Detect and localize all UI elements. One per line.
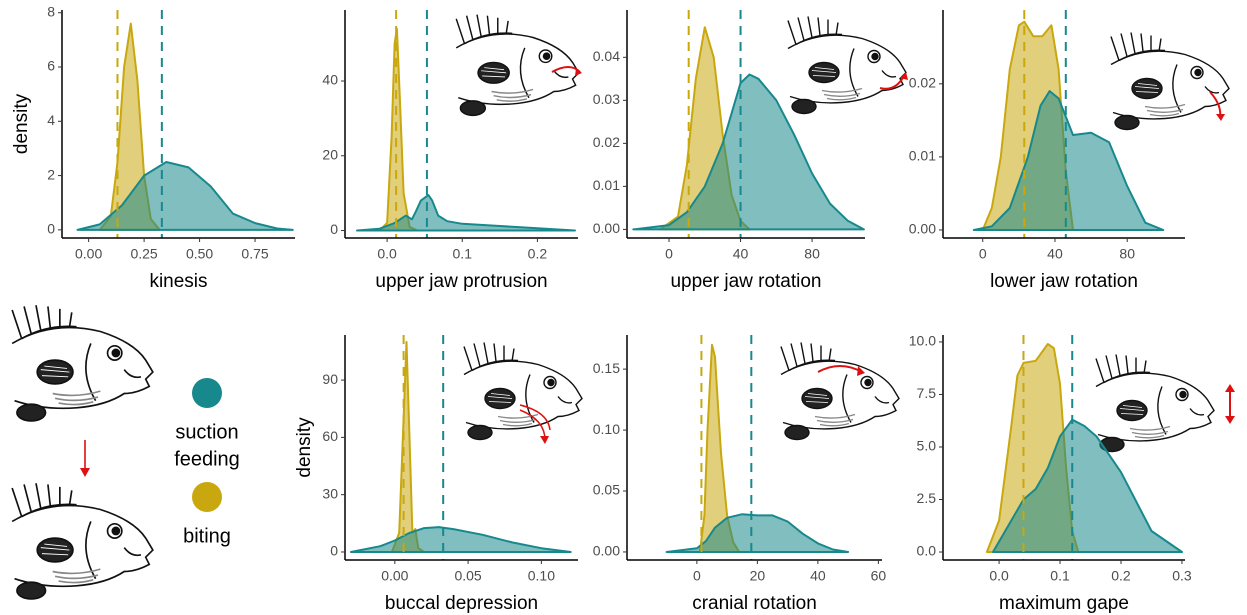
- fish-open: [11, 482, 154, 600]
- y-tick-label: 5.0: [917, 438, 937, 454]
- y-tick-label: 0.00: [909, 221, 936, 237]
- x-tick-label: 0.2: [1111, 568, 1131, 584]
- arrow-head: [857, 366, 865, 376]
- arrow-head: [1216, 114, 1225, 121]
- y-tick-label: 0.15: [593, 360, 620, 376]
- x-tick-label: 0: [979, 246, 987, 262]
- x-tick-label: 0.25: [130, 246, 157, 262]
- y-tick-label: 60: [322, 428, 338, 444]
- y-tick-label: 0.02: [593, 134, 620, 150]
- fish-inset: [463, 341, 583, 441]
- fish-closed: [11, 304, 154, 422]
- x-tick-label: 80: [1119, 246, 1135, 262]
- y-tick-label: 0: [330, 221, 338, 237]
- fish-inset: [1110, 31, 1230, 131]
- fish-inset: [1095, 353, 1215, 453]
- y-tick-label: 0: [47, 221, 55, 237]
- y-tick-label: 0.00: [593, 543, 620, 559]
- legend-swatch: [192, 482, 222, 512]
- y-tick-label: 0.01: [909, 148, 936, 164]
- fish-inset: [787, 15, 907, 115]
- y-axis-label: density: [11, 93, 32, 154]
- density-area: [76, 161, 294, 231]
- density-area: [349, 526, 572, 553]
- y-tick-label: 20: [322, 146, 338, 162]
- arrow-head: [1225, 384, 1235, 424]
- legend-swatch: [192, 378, 222, 408]
- x-tick-label: 0.50: [186, 246, 213, 262]
- y-tick-label: 0.05: [593, 482, 620, 498]
- x-axis-label: cranial rotation: [692, 593, 817, 614]
- y-tick-label: 4: [47, 112, 55, 128]
- y-tick-label: 2: [47, 166, 55, 182]
- y-tick-label: 0.02: [909, 75, 936, 91]
- x-tick-label: 0: [665, 246, 673, 262]
- x-tick-label: 0.00: [75, 246, 102, 262]
- density-area: [972, 90, 1165, 231]
- motion-arrow: [817, 365, 863, 373]
- x-axis-label: maximum gape: [999, 593, 1129, 614]
- arrow-head: [900, 72, 908, 80]
- y-tick-label: 0.10: [593, 421, 620, 437]
- x-tick-label: 40: [1047, 246, 1063, 262]
- arrow-head: [540, 436, 549, 444]
- legend-label: biting: [183, 525, 231, 547]
- y-tick-label: 90: [322, 371, 338, 387]
- x-tick-label: 20: [750, 568, 766, 584]
- density-area: [356, 194, 576, 232]
- x-tick-label: 60: [871, 568, 887, 584]
- y-tick-label: 6: [47, 58, 55, 74]
- y-tick-label: 0.03: [593, 91, 620, 107]
- x-tick-label: 0.05: [454, 568, 481, 584]
- density-area: [390, 340, 426, 553]
- x-tick-label: 0.75: [241, 246, 268, 262]
- x-axis-label: buccal depression: [385, 593, 538, 614]
- x-tick-label: 0.10: [528, 568, 555, 584]
- y-tick-label: 7.5: [917, 385, 937, 401]
- y-tick-label: 40: [322, 72, 338, 88]
- y-tick-label: 0.01: [593, 177, 620, 193]
- y-tick-label: 8: [47, 3, 55, 19]
- x-axis-label: upper jaw protrusion: [375, 271, 547, 292]
- x-tick-label: 0: [693, 568, 701, 584]
- x-tick-label: 80: [804, 246, 820, 262]
- x-tick-label: 0.00: [381, 568, 408, 584]
- arrow-head: [80, 468, 90, 477]
- density-area: [378, 27, 419, 232]
- x-tick-label: 0.3: [1172, 568, 1192, 584]
- y-tick-label: 30: [322, 485, 338, 501]
- x-axis-label: kinesis: [149, 271, 207, 292]
- y-tick-label: 0.00: [593, 220, 620, 236]
- y-tick-label: 0.0: [917, 543, 937, 559]
- x-tick-label: 40: [810, 568, 826, 584]
- x-tick-label: 0.1: [1050, 568, 1070, 584]
- y-tick-label: 0.04: [593, 48, 620, 64]
- x-axis-label: lower jaw rotation: [990, 271, 1138, 292]
- y-tick-label: 2.5: [917, 490, 937, 506]
- arrow-head: [575, 68, 582, 76]
- y-tick-label: 10.0: [909, 333, 936, 349]
- x-tick-label: 0.1: [453, 246, 473, 262]
- y-axis-label: density: [294, 417, 315, 478]
- density-area: [632, 73, 865, 231]
- legend-label: suction: [175, 421, 238, 443]
- density-area: [665, 513, 850, 553]
- x-tick-label: 0.0: [377, 246, 397, 262]
- fish-inset: [780, 341, 900, 441]
- legend-label: feeding: [174, 448, 240, 470]
- y-tick-label: 0: [330, 543, 338, 559]
- fish-inset: [455, 13, 580, 117]
- x-tick-label: 0.0: [989, 568, 1009, 584]
- x-tick-label: 40: [733, 246, 749, 262]
- x-axis-label: upper jaw rotation: [670, 271, 821, 292]
- x-tick-label: 0.2: [528, 246, 548, 262]
